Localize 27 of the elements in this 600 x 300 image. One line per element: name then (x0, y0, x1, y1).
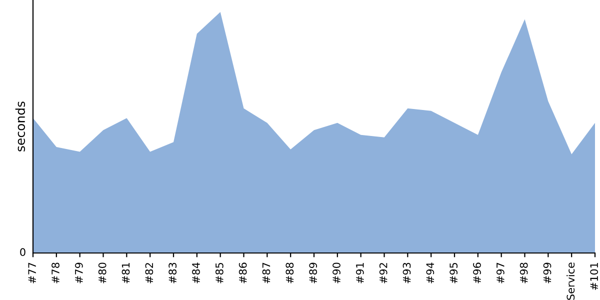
x-tick-label: #79 (74, 262, 83, 284)
x-tick-label: #77 (28, 262, 36, 284)
x-tick-label: #88 (286, 262, 294, 284)
x-tick-label: #83 (168, 262, 177, 284)
x-tick-label: #93 (402, 262, 411, 284)
x-tick-label: #98 (520, 262, 528, 284)
x-tick-label: #94 (426, 262, 434, 284)
y-axis-title: seconds (15, 102, 26, 152)
x-tick-label: Service (566, 262, 575, 300)
x-tick-label: #96 (473, 262, 481, 284)
x-tick-label: #90 (332, 262, 340, 284)
x-tick-label: #85 (215, 262, 224, 284)
x-tick-label: #89 (309, 262, 318, 284)
x-tick-label: #95 (450, 262, 458, 284)
x-tick-label: #99 (543, 262, 552, 284)
x-tick-label: #97 (496, 262, 504, 284)
x-tick-label: #92 (379, 263, 388, 284)
x-tick-label: #81 (122, 262, 130, 284)
x-tick-label: #84 (192, 262, 200, 284)
x-tick-label: #80 (98, 262, 106, 284)
x-tick-label: #91 (356, 262, 364, 284)
x-tick-label: #86 (238, 262, 247, 284)
x-tick-label: #78 (52, 262, 60, 284)
x-tick-label: #82 (145, 263, 154, 284)
x-tick-label: #101 (590, 262, 598, 290)
x-tick-label: #87 (262, 262, 270, 284)
text: 0 (20, 248, 26, 256)
